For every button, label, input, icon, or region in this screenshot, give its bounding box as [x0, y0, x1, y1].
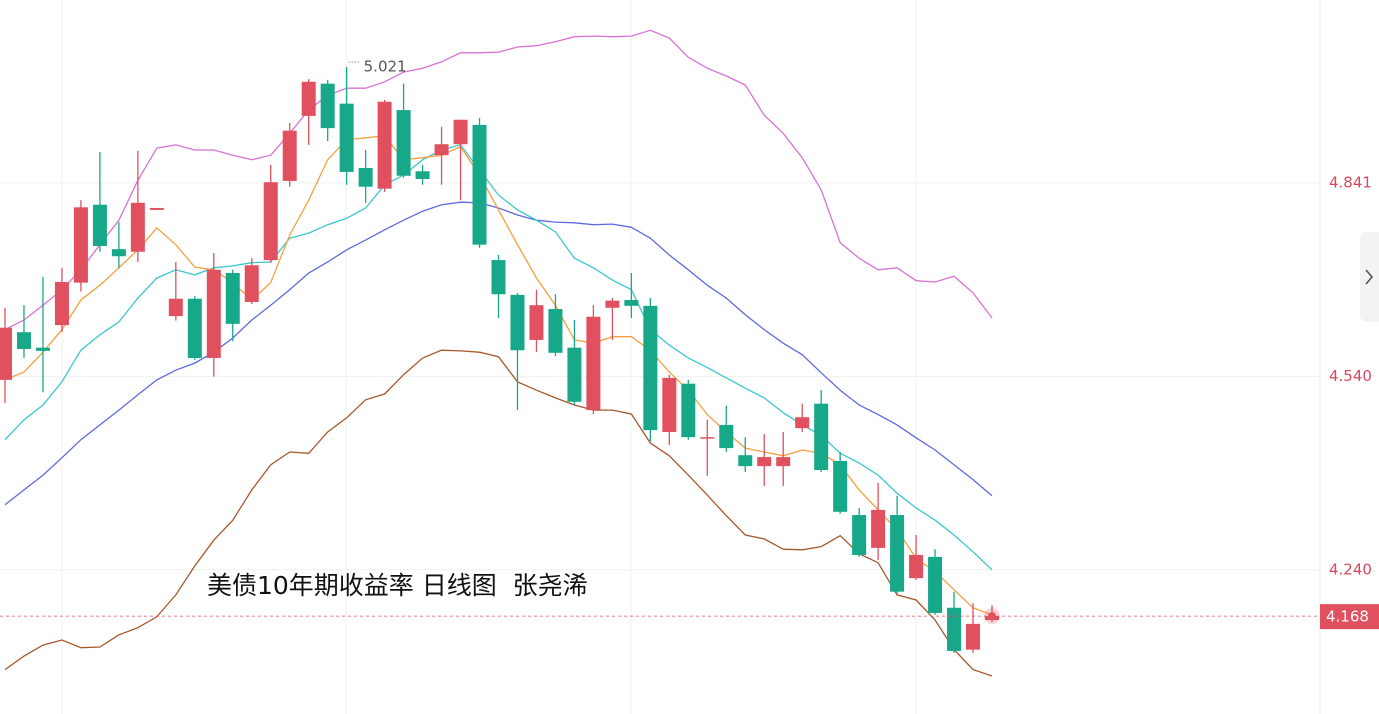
candle-body	[225, 272, 240, 324]
candle-body	[586, 316, 601, 411]
side-tab[interactable]	[1360, 232, 1379, 322]
candle-body	[472, 124, 487, 245]
candle-body	[130, 202, 145, 252]
candle-body	[434, 144, 449, 156]
candle-body	[35, 347, 50, 351]
side-tab-bg[interactable]	[1360, 232, 1379, 322]
indicator-line	[4, 29, 993, 331]
candle-body	[605, 300, 620, 308]
candle-body	[377, 101, 392, 189]
candle-body	[738, 455, 753, 467]
candle-body	[928, 556, 943, 613]
candle-body	[92, 204, 107, 246]
indicator-line	[4, 201, 993, 506]
last-price-tag	[1320, 604, 1379, 630]
candle-body	[282, 130, 297, 181]
candle-body	[833, 460, 848, 512]
candle-body	[814, 403, 829, 470]
candle-body	[871, 509, 886, 548]
candle-body	[54, 281, 69, 326]
candle-body	[453, 119, 468, 145]
side-tab-arrow[interactable]	[1365, 269, 1374, 285]
candle-body	[301, 81, 316, 116]
candle-body	[149, 207, 164, 210]
y-tick-label: 4.240	[1329, 560, 1372, 578]
candle-body	[529, 305, 544, 340]
y-tick-label: 4.841	[1329, 173, 1372, 191]
overlay: 5.021 4.168	[0, 57, 1379, 630]
indicator-line	[4, 349, 993, 677]
candle-body	[263, 182, 278, 261]
candle-body	[320, 83, 335, 129]
candle-body	[757, 457, 772, 467]
candle-body	[719, 424, 734, 449]
candle-body	[852, 515, 867, 555]
candle-body	[700, 437, 715, 439]
candle-body	[111, 249, 126, 257]
candle-body	[339, 103, 354, 172]
candle-body	[643, 305, 658, 431]
candle-body	[624, 300, 639, 306]
candle-body	[681, 383, 696, 438]
last-price-label: 4.168	[1326, 608, 1369, 626]
candle-body	[909, 554, 924, 579]
candle-body	[890, 515, 905, 592]
candle-body	[548, 309, 563, 353]
candle-body	[73, 207, 88, 283]
candle-body	[947, 607, 962, 651]
candle-body	[244, 265, 259, 302]
candle-body	[187, 298, 202, 358]
candle-body	[510, 294, 525, 351]
candle-body	[168, 298, 183, 317]
max-marker-label: 5.021	[364, 57, 407, 75]
candle-body	[966, 623, 981, 650]
x-grid	[61, 0, 1321, 714]
last-price-dot	[988, 612, 996, 621]
candle-body	[776, 457, 791, 467]
y-tick-label: 4.540	[1329, 367, 1372, 385]
candle-body	[16, 332, 31, 349]
candle-body	[0, 327, 12, 380]
candles	[0, 66, 999, 653]
candle-body	[358, 168, 373, 187]
candle-body	[491, 260, 506, 295]
candle-body	[206, 269, 221, 358]
candle-body	[567, 347, 582, 402]
candle-body	[415, 171, 430, 179]
candle-body	[795, 417, 810, 429]
candle-body	[662, 377, 677, 433]
chart-title: 美债10年期收益率 日线图 张尧浠	[207, 571, 588, 600]
candle-body	[396, 110, 411, 176]
